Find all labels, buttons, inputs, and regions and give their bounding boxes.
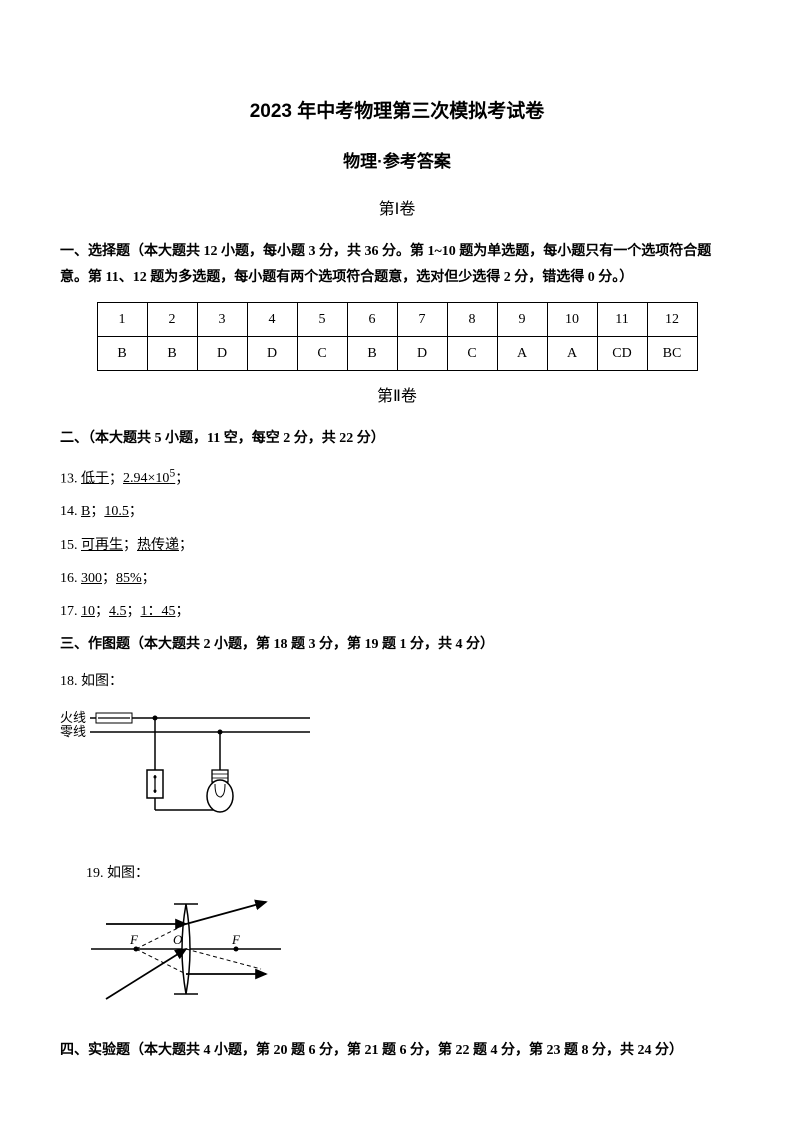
answer-text: 85% <box>116 571 142 586</box>
table-cell: 7 <box>397 302 447 336</box>
f-left-label: F <box>129 932 139 947</box>
q15: 15. 可再生；热传递； <box>60 533 734 558</box>
answer-table: 1 2 3 4 5 6 7 8 9 10 11 12 B B D D C B D… <box>97 302 698 371</box>
q19-label: 19. 如图： <box>60 861 734 886</box>
sep: ； <box>109 471 123 486</box>
table-cell: B <box>347 336 397 370</box>
ray-center-in <box>106 949 186 999</box>
sep: ； <box>129 504 143 519</box>
main-title: 2023 年中考物理第三次模拟考试卷 <box>60 95 734 129</box>
answer-text: 4.5 <box>109 604 127 619</box>
table-row: 1 2 3 4 5 6 7 8 9 10 11 12 <box>97 302 697 336</box>
answer-text: 热传递 <box>137 538 179 553</box>
q16: 16. 300；85%； <box>60 566 734 591</box>
table-cell: BC <box>647 336 697 370</box>
table-cell: 11 <box>597 302 647 336</box>
subtitle: 物理·参考答案 <box>60 147 734 178</box>
q-num: 16. <box>60 571 81 586</box>
table-row: B B D D C B D C A A CD BC <box>97 336 697 370</box>
focal-point-right <box>234 947 239 952</box>
table-cell: B <box>97 336 147 370</box>
table-cell: D <box>247 336 297 370</box>
table-cell: A <box>547 336 597 370</box>
table-cell: 3 <box>197 302 247 336</box>
sep: ； <box>127 604 141 619</box>
sep: ； <box>90 504 104 519</box>
q14: 14. B；10.5； <box>60 499 734 524</box>
answer-text: B <box>81 504 90 519</box>
table-cell: 12 <box>647 302 697 336</box>
o-label: O <box>173 932 183 947</box>
sep: ； <box>179 538 193 553</box>
table-cell: A <box>497 336 547 370</box>
q17: 17. 10；4.5；1：45； <box>60 599 734 624</box>
ray-center-dash <box>186 949 261 969</box>
part-1-label: 第Ⅰ卷 <box>60 196 734 225</box>
table-cell: D <box>197 336 247 370</box>
sep: ； <box>175 471 189 486</box>
answer-text: 可再生 <box>81 538 123 553</box>
q-num: 15. <box>60 538 81 553</box>
zero-line-label: 零线 <box>60 724 86 739</box>
table-cell: 9 <box>497 302 547 336</box>
table-cell: 2 <box>147 302 197 336</box>
ray-diverge-out <box>186 902 266 924</box>
table-cell: C <box>447 336 497 370</box>
section-3-heading: 三、作图题（本大题共 2 小题，第 18 题 3 分，第 19 题 1 分，共 … <box>60 632 734 659</box>
sep: ； <box>102 571 116 586</box>
table-cell: 5 <box>297 302 347 336</box>
answer-text: 1：45 <box>141 604 176 619</box>
section-1-heading: 一、选择题（本大题共 12 小题，每小题 3 分，共 36 分。第 1~10 题… <box>60 239 734 292</box>
q18-label: 18. 如图： <box>60 669 734 694</box>
table-cell: 8 <box>447 302 497 336</box>
section-4-heading: 四、实验题（本大题共 4 小题，第 20 题 6 分，第 21 题 6 分，第 … <box>60 1038 734 1065</box>
answer-text: 2.94×105 <box>123 471 175 486</box>
answer-text: 300 <box>81 571 102 586</box>
table-cell: D <box>397 336 447 370</box>
answer-text: 10.5 <box>104 504 129 519</box>
q-num: 17. <box>60 604 81 619</box>
answer-text: 低于 <box>81 471 109 486</box>
f-right-label: F <box>231 932 241 947</box>
q-num: 14. <box>60 504 81 519</box>
table-cell: 4 <box>247 302 297 336</box>
lens-diagram: F F O <box>60 894 734 1018</box>
lens-svg: F F O <box>86 894 286 1009</box>
sep: ； <box>123 538 137 553</box>
sep: ； <box>95 604 109 619</box>
circuit-diagram: 火线 零线 <box>60 702 734 841</box>
table-cell: 6 <box>347 302 397 336</box>
q-num: 13. <box>60 471 81 486</box>
q13: 13. 低于；2.94×105； <box>60 463 734 492</box>
sep: ； <box>176 604 190 619</box>
mantissa: 2.94×10 <box>123 471 169 486</box>
sep: ； <box>142 571 156 586</box>
answer-text: 10 <box>81 604 95 619</box>
table-cell: B <box>147 336 197 370</box>
table-cell: CD <box>597 336 647 370</box>
table-cell: C <box>297 336 347 370</box>
table-cell: 10 <box>547 302 597 336</box>
table-cell: 1 <box>97 302 147 336</box>
fire-line-label: 火线 <box>60 710 86 725</box>
circuit-svg: 火线 零线 <box>60 702 320 832</box>
part-2-label: 第Ⅱ卷 <box>60 383 734 412</box>
section-2-heading: 二、（本大题共 5 小题，11 空，每空 2 分，共 22 分） <box>60 426 734 453</box>
bulb-icon <box>207 770 233 812</box>
